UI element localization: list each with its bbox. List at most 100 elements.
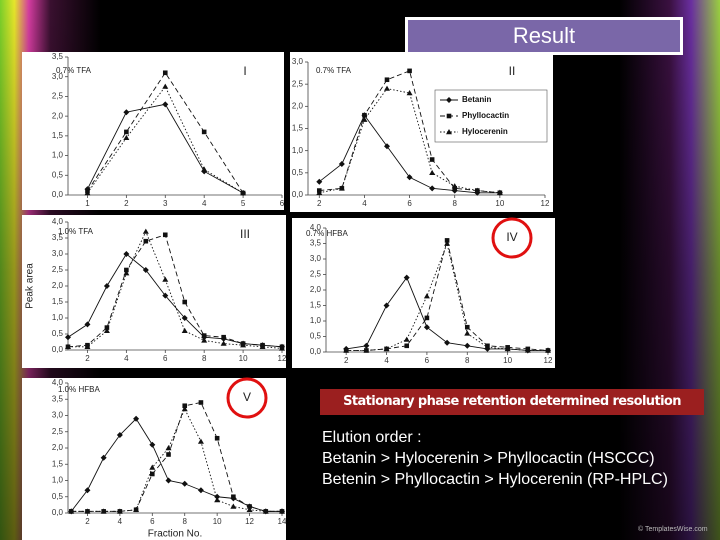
- x-tick-label: 12: [278, 354, 287, 363]
- marker: [181, 327, 188, 333]
- x-tick-label: 8: [465, 356, 470, 365]
- marker: [149, 441, 156, 448]
- x-tick-label: 2: [124, 199, 129, 208]
- footer: © TemplatesWise.com: [638, 526, 708, 533]
- y-tick-label: 0,5: [310, 332, 322, 341]
- series-line: [67, 234, 283, 348]
- series-line: [71, 407, 282, 512]
- y-tick-label: 3,5: [52, 394, 64, 403]
- marker: [182, 299, 188, 305]
- panel-background: [292, 218, 555, 368]
- y-tick-label: 4,0: [310, 223, 322, 232]
- marker: [143, 238, 149, 244]
- x-tick-label: 10: [495, 199, 504, 208]
- x-tick-label: 8: [183, 517, 188, 526]
- y-tick-label: 1,5: [292, 124, 304, 133]
- marker: [198, 400, 204, 405]
- y-tick-label: 0,5: [52, 329, 64, 338]
- marker: [362, 112, 367, 118]
- chart-panel: 0,0 0,5 1,0 1,5 2,0 2,5 3,0 3,5 1 2 3 4 5 6 I 0.7% TFA: [22, 52, 285, 210]
- x-tick-label: 12: [245, 517, 254, 526]
- marker: [84, 343, 91, 349]
- marker: [407, 68, 412, 74]
- x-tick-label: 4: [124, 354, 129, 363]
- marker: [363, 347, 370, 353]
- marker: [100, 454, 107, 461]
- legend-label: Betanin: [462, 95, 491, 104]
- marker: [116, 508, 123, 514]
- x-tick-label: 6: [425, 356, 430, 365]
- marker: [246, 506, 253, 512]
- y-tick-label: 2,5: [52, 92, 64, 101]
- marker: [165, 445, 172, 451]
- panel-label: III: [240, 227, 250, 241]
- marker: [338, 160, 345, 167]
- marker: [484, 344, 491, 350]
- marker: [464, 342, 471, 349]
- panel-label: I: [243, 64, 246, 78]
- marker: [404, 343, 410, 349]
- marker: [165, 477, 172, 484]
- x-tick-label: 8: [452, 199, 457, 208]
- marker: [116, 432, 123, 438]
- y-tick-label: 2,0: [292, 101, 304, 110]
- marker: [474, 187, 481, 193]
- marker: [220, 340, 227, 346]
- x-tick-label: 2: [317, 199, 322, 208]
- marker: [162, 292, 169, 299]
- marker: [201, 337, 208, 343]
- chart-panel: 0,0 0,5 1,0 1,5 2,0 2,5 3,0 3,5 4,0 2 4 6 8 10 12 III 1.…: [22, 215, 287, 368]
- y-tick-label: 1,0: [52, 313, 64, 322]
- marker: [150, 471, 155, 477]
- x-tick-label: 2: [85, 517, 90, 526]
- x-tick-label: 6: [163, 354, 168, 363]
- marker: [197, 438, 204, 444]
- series-line: [319, 88, 500, 194]
- body-line: Elution order :: [322, 429, 422, 446]
- series-line: [68, 230, 283, 349]
- highlight-circle: [226, 377, 268, 419]
- legend-label: Hylocerenin: [462, 127, 508, 136]
- y-tick-label: 3,0: [310, 254, 322, 263]
- marker: [100, 508, 107, 514]
- marker: [123, 134, 130, 141]
- marker: [124, 129, 129, 135]
- marker: [383, 345, 390, 352]
- marker: [182, 403, 188, 409]
- y-tick-label: 4,0: [52, 217, 64, 226]
- chart-panel: 0,0 0,5 1,0 1,5 2,0 2,5 3,0 3,5 4,0 2 4 6 8 10 12 14 V 1.…: [22, 377, 287, 540]
- marker: [84, 321, 91, 328]
- marker: [444, 240, 451, 246]
- marker: [343, 347, 350, 353]
- marker: [361, 116, 368, 122]
- panel-label: V: [243, 390, 251, 404]
- marker: [162, 276, 169, 282]
- marker: [201, 333, 207, 338]
- body-text: Elution order : Betanin > Hylocerenin > …: [322, 427, 707, 490]
- condition-label: 0.7% HFBA: [306, 229, 348, 238]
- marker: [65, 334, 71, 341]
- marker: [181, 406, 188, 412]
- x-tick-label: 4: [118, 517, 123, 526]
- marker: [446, 97, 452, 103]
- marker: [429, 157, 435, 162]
- marker: [84, 487, 91, 494]
- marker: [84, 190, 91, 196]
- marker: [504, 345, 511, 352]
- y-axis-label: Peak area: [25, 263, 36, 309]
- series-line: [87, 85, 244, 194]
- condition-label: 0.7% TFA: [316, 66, 352, 75]
- y-tick-label: 3,5: [310, 239, 322, 248]
- y-tick-label: 0,5: [52, 170, 64, 179]
- marker: [279, 345, 285, 351]
- condition-label: 0.7% TFA: [56, 66, 92, 75]
- marker: [316, 178, 323, 185]
- marker: [104, 325, 110, 330]
- marker: [262, 508, 269, 514]
- y-tick-label: 2,5: [310, 270, 322, 279]
- marker: [181, 315, 188, 321]
- y-tick-label: 0,0: [52, 190, 64, 199]
- x-tick-label: 2: [344, 356, 349, 365]
- y-tick-label: 3,5: [52, 233, 64, 242]
- x-tick-label: 5: [241, 199, 246, 208]
